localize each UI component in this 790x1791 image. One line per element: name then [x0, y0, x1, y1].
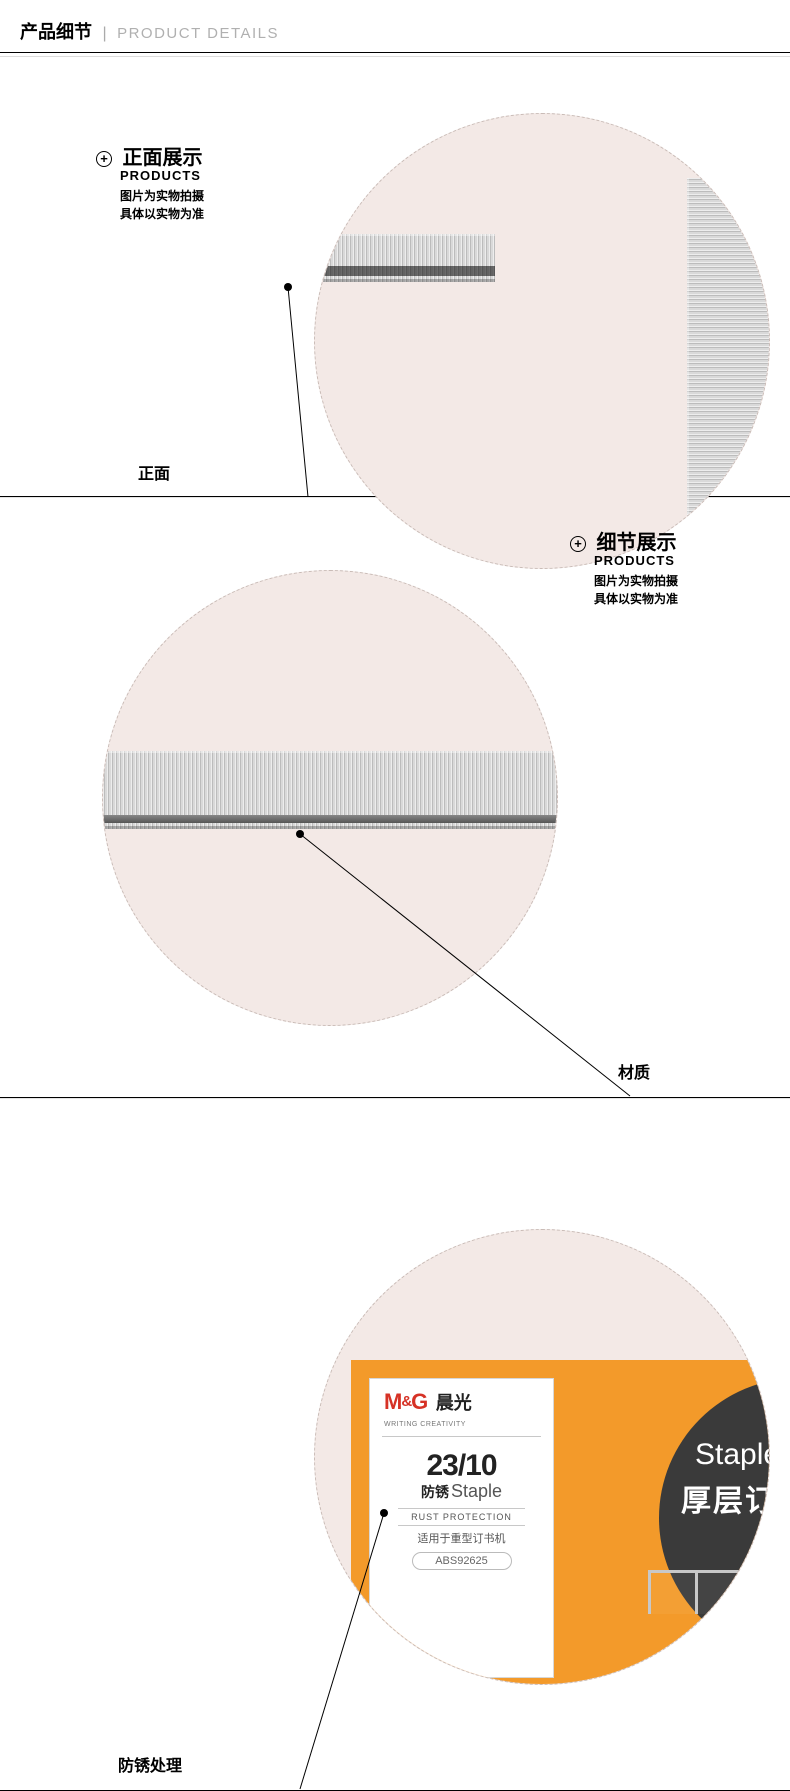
section-package: M&G 晨光 WRITING CREATIVITY 23/10 防锈Staple… [0, 1099, 790, 1791]
rust-label-cn: 防锈 [421, 1484, 449, 1500]
staple-strip-horizontal [314, 234, 495, 282]
staple-outline-row [651, 1570, 770, 1614]
big-label-en: Staple [695, 1438, 770, 1472]
badge-detail: 细节展示 PRODUCTS 图片为实物拍摄 具体以实物为准 [570, 526, 770, 608]
brand-logo-en: M&G [384, 1389, 427, 1414]
header-title-cn: 产品细节 [20, 22, 92, 42]
badge-title-cn-2: 细节展示 [596, 532, 676, 554]
badge-sub-1: 图片为实物拍摄 [120, 187, 296, 205]
model-code: ABS92625 [412, 1552, 512, 1570]
plus-icon [96, 151, 112, 167]
divider [382, 1436, 541, 1437]
big-label-cn: 厚层订书钉 [681, 1476, 770, 1520]
badge-sub-2: 具体以实物为准 [120, 205, 296, 223]
staple-strip-wide [102, 751, 558, 829]
plus-icon [570, 536, 586, 552]
package-dark-circle: Staple 厚层订书钉 [659, 1378, 770, 1658]
brand-tagline: WRITING CREATIVITY [384, 1421, 553, 1428]
header-title-en: PRODUCT DETAILS [117, 25, 279, 42]
rust-protection-label: RUST PROTECTION [398, 1508, 525, 1526]
caption-material: 材质 [618, 1059, 650, 1083]
badge-title-en: PRODUCTS [120, 168, 296, 183]
staple-icon [695, 1570, 745, 1614]
badge-title-en-2: PRODUCTS [594, 553, 770, 568]
package-label-panel: M&G 晨光 WRITING CREATIVITY 23/10 防锈Staple… [369, 1378, 554, 1678]
detail-circle-2 [102, 570, 558, 1026]
staple-icon [648, 1570, 698, 1614]
section-front-view: 正面展示 PRODUCTS 图片为实物拍摄 具体以实物为准 正面 [0, 57, 790, 497]
package-box: M&G 晨光 WRITING CREATIVITY 23/10 防锈Staple… [351, 1360, 770, 1685]
rust-label-en: Staple [451, 1481, 502, 1501]
staple-icon [742, 1570, 770, 1614]
caption-front: 正面 [138, 460, 170, 484]
brand-logo-cn: 晨光 [436, 1393, 472, 1413]
badge-sub-2b: 具体以实物为准 [594, 590, 770, 608]
package-size: 23/10 [370, 1449, 553, 1483]
header-divider: | [102, 25, 106, 42]
badge-front: 正面展示 PRODUCTS 图片为实物拍摄 具体以实物为准 [96, 141, 296, 223]
detail-circle-3: M&G 晨光 WRITING CREATIVITY 23/10 防锈Staple… [314, 1229, 770, 1685]
caption-rust: 防锈处理 [118, 1752, 182, 1776]
section-detail-view: 细节展示 PRODUCTS 图片为实物拍摄 具体以实物为准 材质 [0, 498, 790, 1098]
page-header: 产品细节 | PRODUCT DETAILS [0, 0, 790, 53]
badge-title-cn: 正面展示 [122, 147, 202, 169]
usage-text: 适用于重型订书机 [370, 1530, 553, 1546]
badge-sub-1b: 图片为实物拍摄 [594, 572, 770, 590]
